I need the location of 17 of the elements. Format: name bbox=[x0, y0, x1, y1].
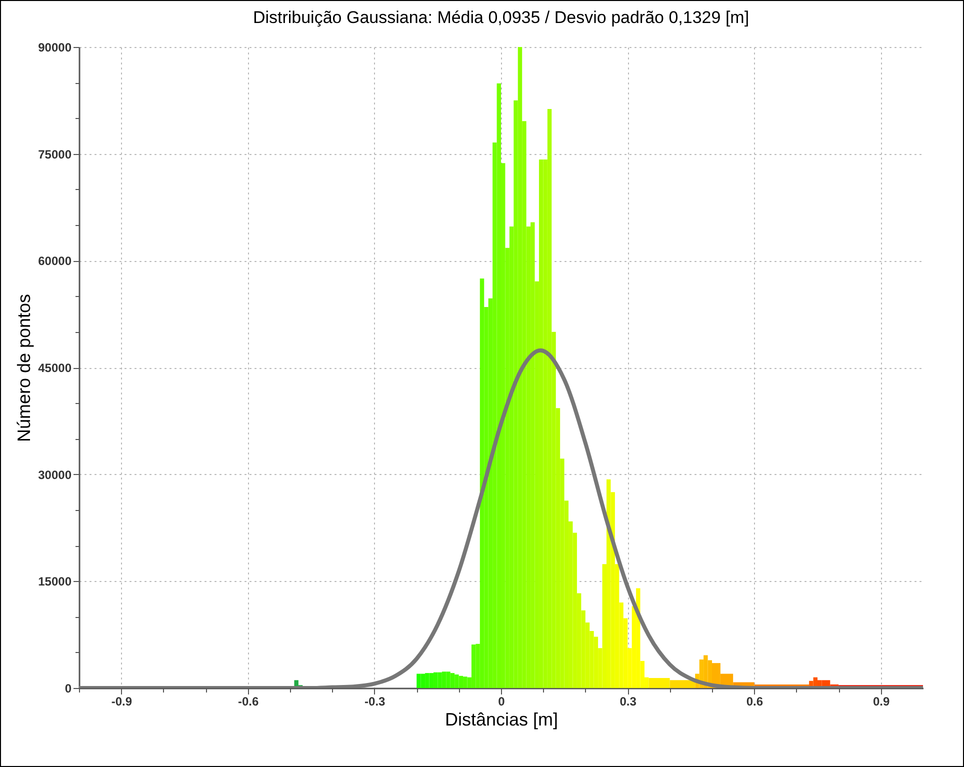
x-tick-label: 0.3 bbox=[620, 694, 637, 708]
chart-title: Distribuição Gaussiana: Média 0,0935 / Desvio padrão 0,1329 [m] bbox=[252, 8, 750, 27]
y-tick-label: 30000 bbox=[38, 468, 72, 482]
x-axis-title: Distâncias [m] bbox=[444, 710, 558, 730]
y-tick-label: 45000 bbox=[38, 361, 72, 375]
y-axis-title: Número de pontos bbox=[14, 294, 34, 442]
x-tick-label: 0 bbox=[498, 694, 506, 708]
y-tick-label: 0 bbox=[64, 682, 72, 696]
x-tick-label: 0.6 bbox=[746, 694, 764, 708]
x-tick-label: -0.9 bbox=[111, 694, 132, 708]
x-tick-label: 0.9 bbox=[872, 694, 890, 708]
y-tick-label: 75000 bbox=[38, 147, 72, 162]
y-tick-label: 15000 bbox=[38, 574, 72, 589]
x-tick-label: -0.6 bbox=[238, 694, 259, 708]
y-tick-label: 90000 bbox=[38, 40, 72, 54]
y-tick-label: 60000 bbox=[38, 254, 72, 268]
x-tick-label: -0.3 bbox=[364, 694, 386, 708]
